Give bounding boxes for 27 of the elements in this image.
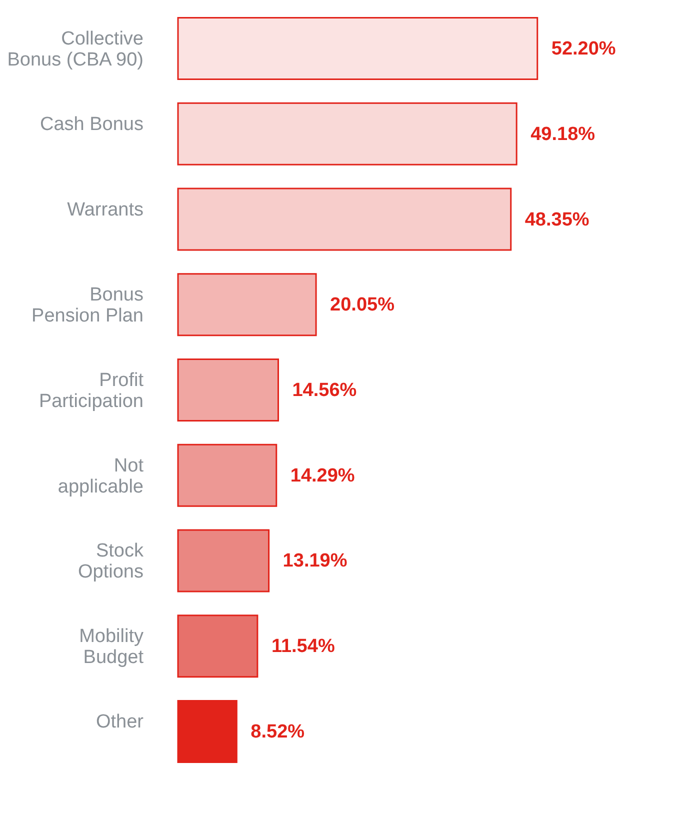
- bar: [177, 358, 279, 422]
- y-tick-label: Other: [96, 711, 144, 732]
- y-tick-label: Bonus Pension Plan: [32, 284, 144, 327]
- bar: [177, 444, 278, 507]
- data-label: 14.56%: [292, 380, 357, 401]
- bar: [177, 188, 512, 251]
- bar: [177, 273, 317, 336]
- y-tick-label: Stock Options: [78, 540, 144, 583]
- data-label: 11.54%: [271, 636, 335, 658]
- data-label: 13.19%: [282, 550, 348, 572]
- bar: [177, 102, 518, 166]
- data-label: 14.29%: [290, 465, 355, 486]
- data-label: 49.18%: [530, 124, 596, 145]
- data-label: 20.05%: [330, 294, 395, 316]
- y-tick-label: Cash Bonus: [40, 114, 144, 135]
- bar: [177, 529, 270, 592]
- data-label: 48.35%: [524, 209, 590, 230]
- bar: [177, 614, 258, 678]
- y-tick-label: Not applicable: [58, 455, 144, 498]
- data-label: 52.20%: [551, 38, 616, 60]
- y-tick-label: Collective Bonus (CBA 90): [7, 28, 144, 71]
- bar: [177, 17, 538, 80]
- y-tick-label: Warrants: [67, 199, 144, 220]
- y-tick-label: Mobility Budget: [79, 626, 144, 668]
- bar: [177, 700, 238, 763]
- y-tick-label: Profit Participation: [38, 370, 144, 412]
- data-label: 8.52%: [250, 721, 305, 742]
